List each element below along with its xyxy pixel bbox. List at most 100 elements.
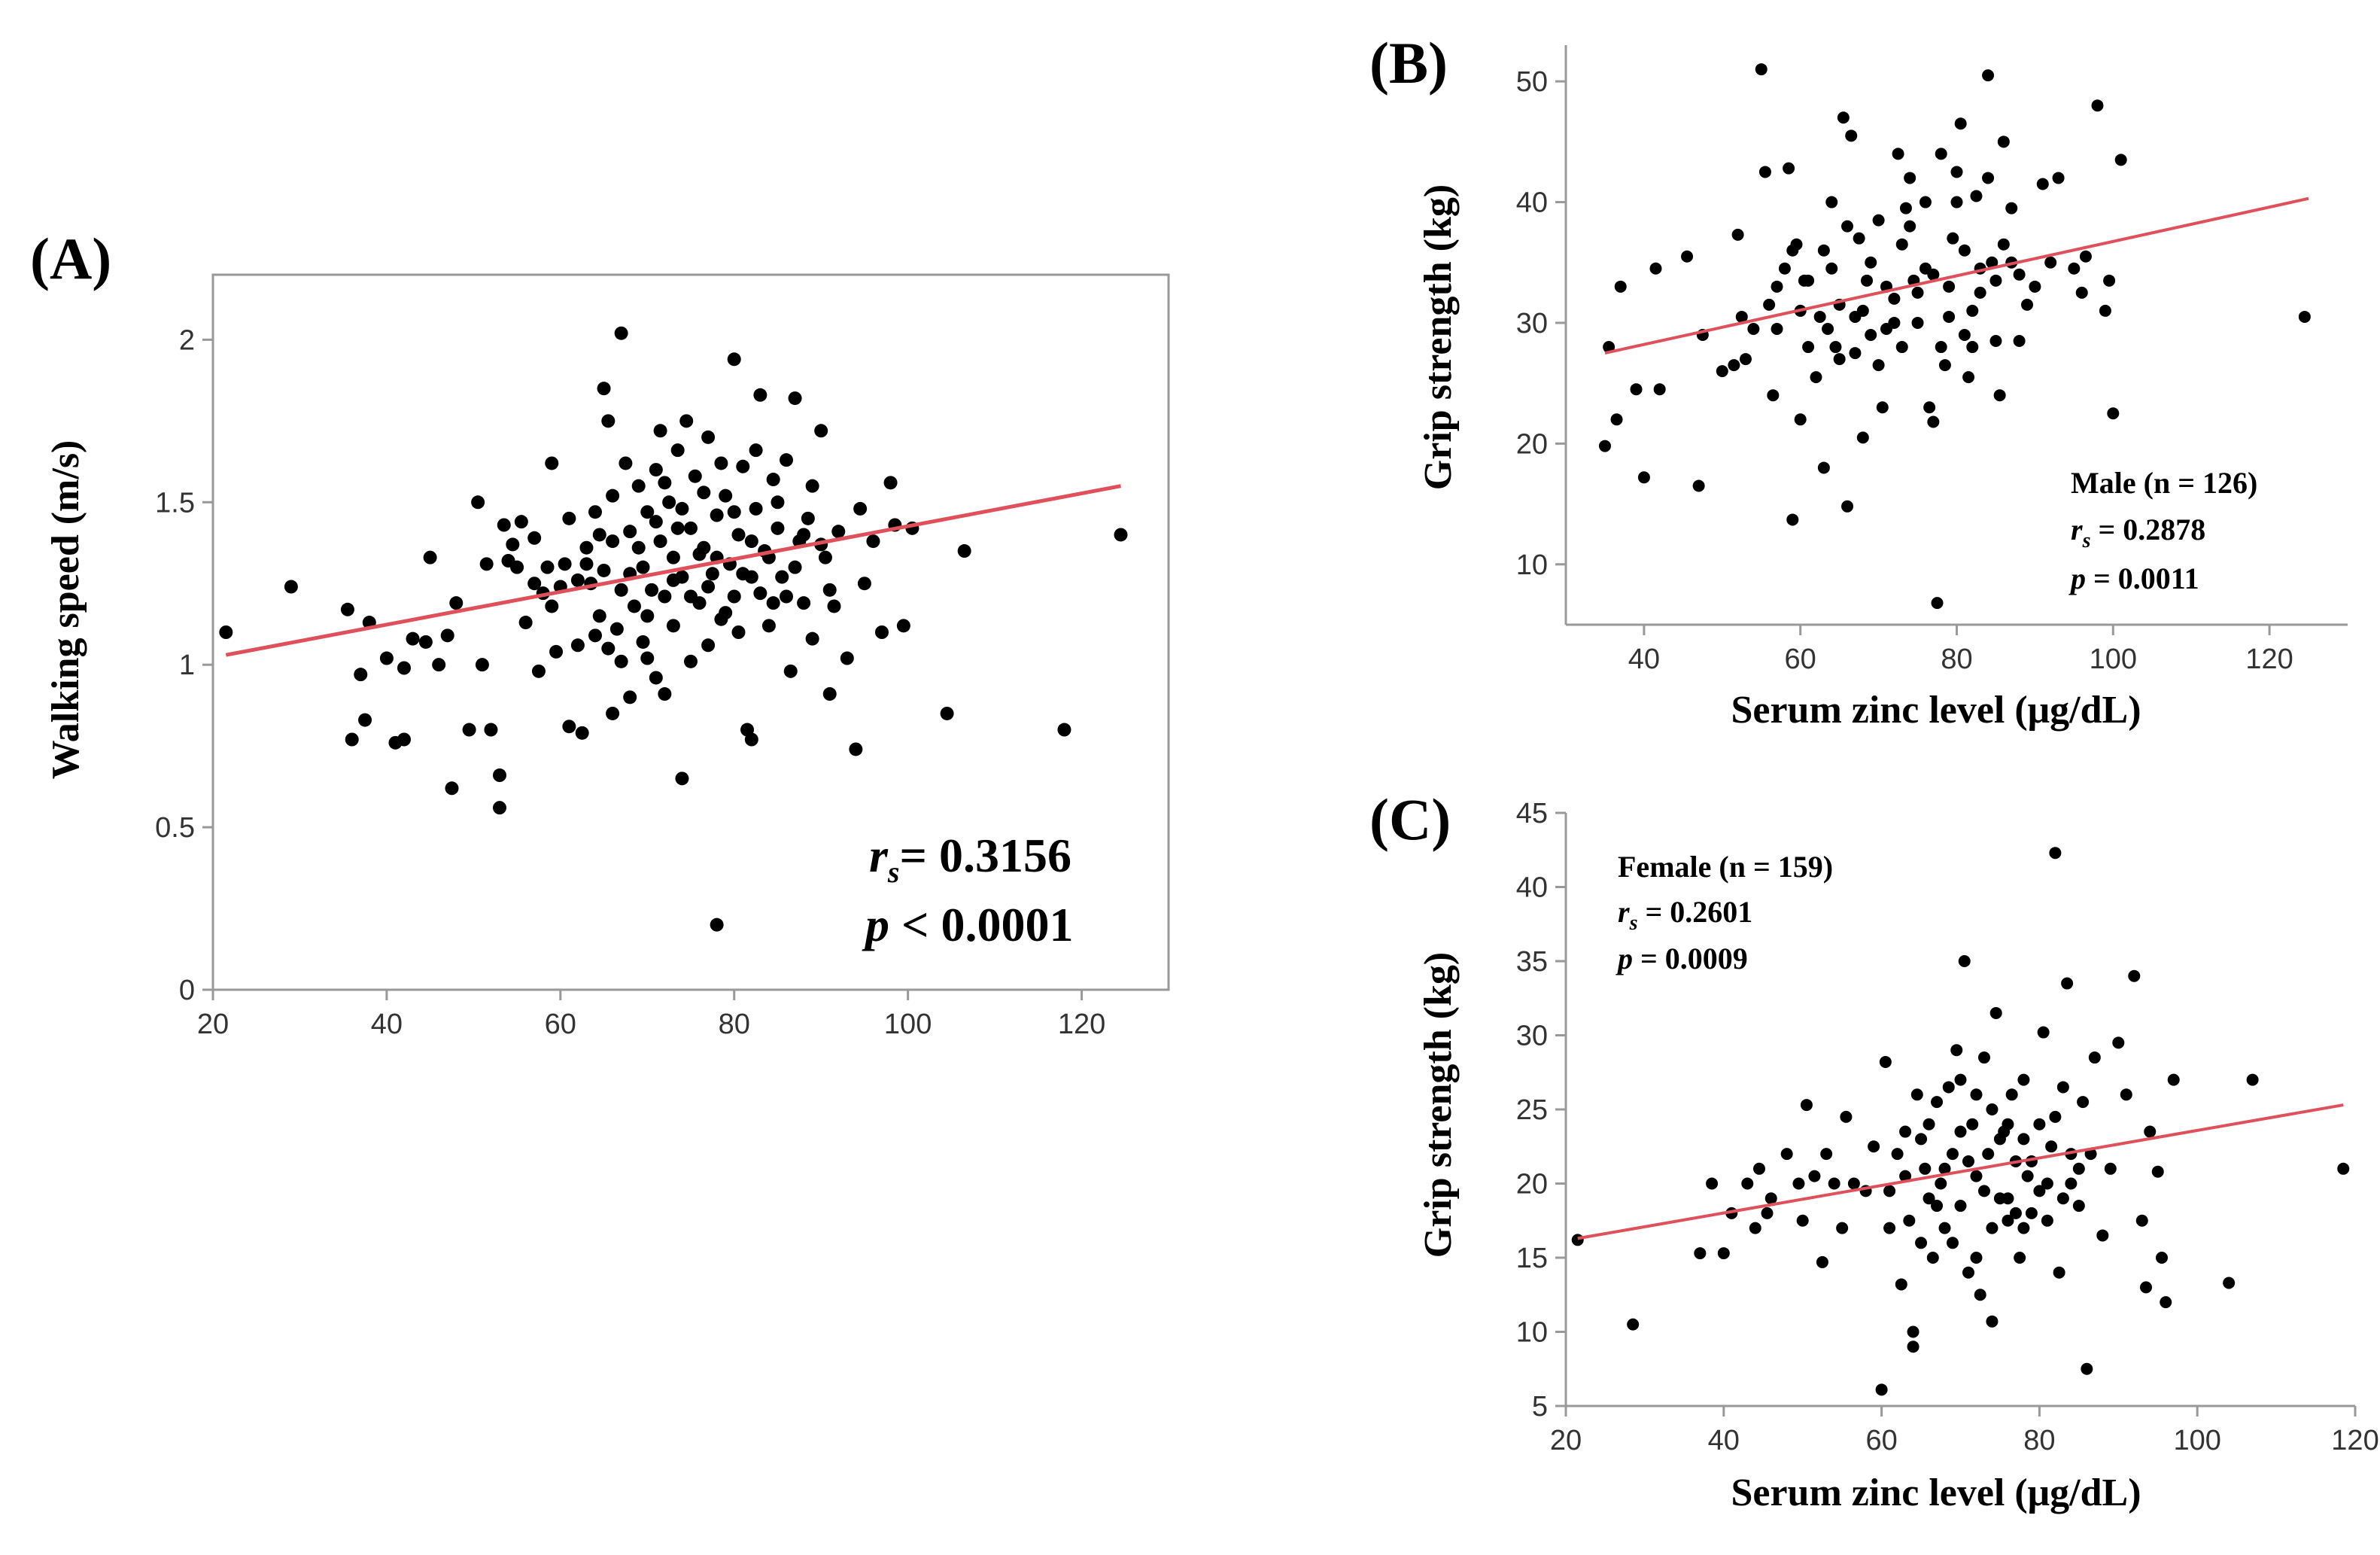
- panel-c-data-point: [1954, 1125, 1967, 1138]
- panel-a-data-point: [601, 414, 616, 428]
- panel-b-data-point: [1997, 135, 2010, 148]
- panel-b-data-point: [1943, 310, 1956, 323]
- panel-b-data-point: [2091, 99, 2104, 112]
- panel-c-data-point: [1986, 1315, 1999, 1328]
- panel-b-data-point: [2068, 262, 2081, 275]
- panel-c-data-point: [1907, 1340, 1920, 1353]
- panel-c-data-point: [1942, 1081, 1955, 1094]
- panel-a-data-point: [570, 573, 585, 587]
- panel-b-data-point: [1954, 117, 1967, 130]
- panel-c-data-point: [2014, 1252, 2026, 1264]
- panel-a-data-point: [423, 550, 437, 564]
- panel-a-x-tick-label: 60: [545, 1009, 576, 1040]
- panel-a-data-point: [631, 540, 646, 555]
- panel-a-data-point: [940, 706, 954, 720]
- panel-c-x-tick-label: 80: [2023, 1425, 2055, 1456]
- panel-b-y-ticks: 10 20 30 40 50: [1516, 66, 1566, 581]
- panel-b-data-point: [2075, 286, 2088, 299]
- panel-c-data-point: [1883, 1222, 1896, 1234]
- panel-b-data-point: [1865, 329, 1877, 341]
- panel-b-x-tick-label: 40: [1628, 644, 1660, 675]
- panel-b-data-point: [1876, 401, 1889, 414]
- panel-a-label: (A): [30, 226, 111, 291]
- panel-b-data-point: [1610, 413, 1623, 426]
- panel-b-data-point: [1970, 190, 1983, 202]
- panel-a-data-point: [736, 567, 750, 581]
- panel-a-y-tick-label: 1.5: [155, 487, 195, 519]
- panel-b-data-point: [1771, 280, 1783, 293]
- panel-b-data-point: [1966, 304, 1979, 317]
- panel-a-data-point: [658, 476, 672, 490]
- panel-c-data-point: [2045, 1140, 2058, 1153]
- panel-a-data-point: [658, 687, 672, 701]
- panel-a-data-point: [658, 589, 672, 604]
- panel-a-data-point: [710, 508, 724, 522]
- panel-a-data-point: [822, 687, 837, 701]
- panel-b-data-point: [1728, 359, 1740, 372]
- panel-c-rs-value: = 0.2601: [1637, 895, 1752, 929]
- panel-c-data-point: [2135, 1214, 2148, 1227]
- panel-a-data-point: [727, 589, 741, 604]
- panel-a-data-point: [662, 495, 676, 510]
- panel-a-data-point: [449, 596, 464, 610]
- panel-b-data-point: [1771, 322, 1783, 335]
- panel-b-data-point: [2036, 178, 2049, 190]
- panel-b-data-point: [1802, 274, 1815, 287]
- panel-b-data-point: [1927, 268, 1940, 281]
- panel-c-data-point: [1962, 1266, 1974, 1279]
- panel-c-data-point: [2151, 1165, 2164, 1178]
- panel-b-data-point: [1892, 148, 1904, 160]
- panel-a-data-point: [645, 583, 659, 597]
- panel-b-data-point: [1958, 244, 1971, 257]
- panel-c-data-point: [2002, 1192, 2014, 1205]
- panel-a-data-point: [479, 557, 494, 571]
- panel-b-data-point: [1845, 129, 1858, 142]
- panel-a-data-point: [562, 720, 576, 734]
- panel-a-data-point: [609, 622, 624, 636]
- panel-b-data-point: [1763, 298, 1776, 311]
- panel-a-data-point: [597, 382, 611, 396]
- panel-a-data-point: [540, 560, 555, 574]
- panel-b-x-tick-label: 120: [2245, 644, 2293, 675]
- panel-b-data-point: [1786, 513, 1799, 526]
- panel-a-data-point: [719, 606, 733, 620]
- panel-a-data-point: [679, 414, 694, 428]
- panel-c-data-point: [2049, 847, 2062, 860]
- panel-b-x-tick-label: 80: [1941, 644, 1972, 675]
- panel-b-data-point: [1986, 256, 1999, 269]
- panel-a-data-point: [514, 515, 528, 529]
- panel-a-data-point: [623, 525, 637, 539]
- panel-c-data-point: [2009, 1207, 2022, 1219]
- panel-a-data-point: [675, 771, 689, 786]
- panel-c-data-point: [1923, 1118, 1935, 1130]
- panel-c-data-point: [2002, 1118, 2014, 1130]
- panel-a-y-axis-title: Walking speed (m/s): [44, 440, 87, 780]
- panel-c-data-point: [2246, 1073, 2259, 1086]
- panel-a-data-point: [780, 589, 793, 604]
- panel-c-data-point: [2077, 1096, 2090, 1109]
- panel-a-data-point: [614, 326, 628, 340]
- panel-a-data-point: [631, 479, 646, 493]
- panel-a-data-point: [883, 476, 898, 490]
- panel-a-data-point: [692, 547, 707, 561]
- panel-c-rs-symbol: r: [1618, 895, 1630, 929]
- panel-a-data-point: [579, 557, 594, 571]
- panel-a-data-point: [545, 456, 559, 470]
- panel-a-data-point: [510, 560, 524, 574]
- panel-b-data-point: [1861, 274, 1874, 287]
- panel-a-points: [219, 326, 1128, 932]
- panel-b-data-point: [2107, 407, 2120, 420]
- panel-a-y-tick-label: 0.5: [155, 812, 195, 844]
- panel-a-data-point: [766, 473, 780, 487]
- panel-b-data-point: [1919, 196, 1932, 208]
- panel-c-x-tick-label: 20: [1550, 1425, 1582, 1456]
- panel-c-data-point: [1915, 1133, 1928, 1146]
- panel-b-data-point: [1989, 335, 2002, 348]
- panel-c-y-tick-label: 5: [1532, 1391, 1548, 1423]
- panel-b-data-point: [1837, 111, 1850, 124]
- panel-c-data-point: [1836, 1222, 1849, 1234]
- panel-c-y-tick-label: 45: [1516, 798, 1548, 829]
- panel-a-data-point: [345, 732, 359, 747]
- panel-c-rs-subscript: s: [1629, 911, 1638, 935]
